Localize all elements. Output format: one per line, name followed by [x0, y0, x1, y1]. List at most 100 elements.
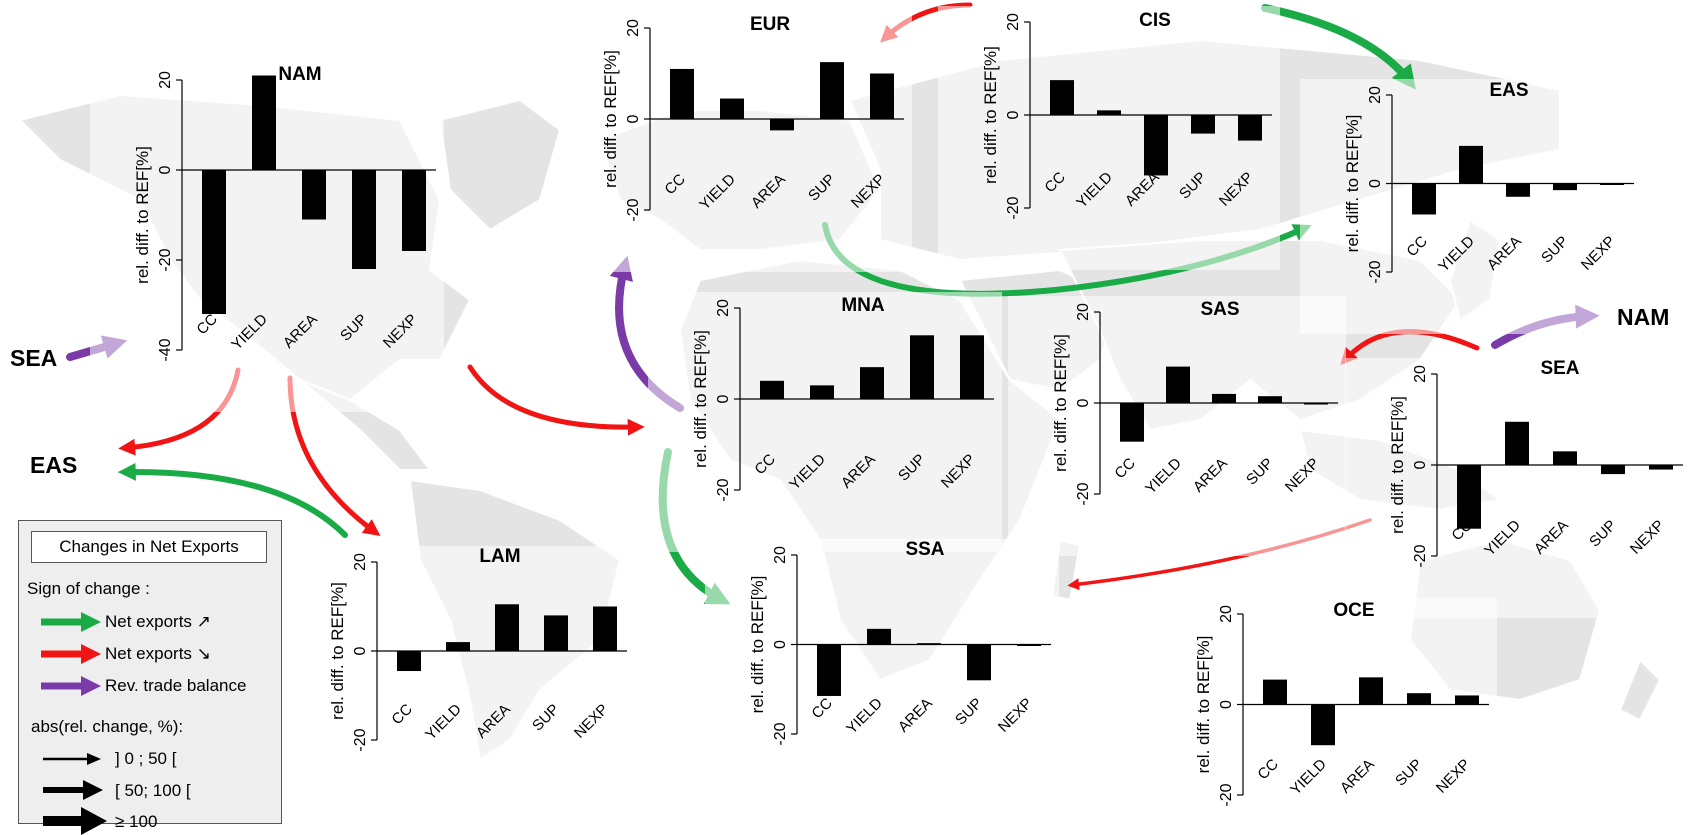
legend-magnitude-1: ] 0 ; 50 [: [115, 749, 177, 768]
y-tick-label: 20: [1218, 605, 1235, 623]
chart-title: EAS: [1489, 80, 1528, 101]
y-tick-label: 0: [1075, 398, 1092, 407]
y-tick-label: 0: [715, 394, 732, 403]
bar-area: [770, 119, 794, 131]
legend-magnitude-3: ≥ 100: [115, 812, 158, 831]
chart-panel: [938, 6, 1280, 270]
y-axis-label: rel. diff. to REF[%]: [748, 576, 767, 714]
legend-title: Changes in Net Exports: [31, 531, 267, 563]
bar-sup: [1258, 396, 1282, 403]
bar-yield: [1311, 704, 1335, 746]
label-nam-right: NAM: [1617, 304, 1670, 330]
legend-box: Changes in Net Exports Sign of change : …: [18, 520, 282, 835]
y-tick-label: 20: [1367, 86, 1384, 104]
y-tick-label: 20: [1412, 365, 1429, 383]
legend-arrow-reversal: [41, 676, 101, 696]
y-tick-label: 0: [157, 165, 174, 174]
y-tick-label: -20: [157, 248, 174, 271]
legend-sign-header: Sign of change :: [27, 579, 150, 598]
chart-panel: [558, 12, 912, 272]
bar-cc: [202, 170, 226, 314]
arrow-nam-mna-decrease: [467, 364, 645, 436]
bar-cc: [1050, 80, 1074, 115]
y-axis-label: rel. diff. to REF[%]: [1343, 115, 1362, 253]
y-tick-label: 20: [1005, 13, 1022, 31]
bar-area: [1506, 183, 1530, 197]
y-tick-label: 0: [352, 646, 369, 655]
bar-cc: [1457, 465, 1481, 529]
bar-cc: [1120, 403, 1144, 442]
chart-panel: [1345, 358, 1691, 618]
bar-nexp: [1600, 183, 1624, 185]
bar-area: [860, 367, 884, 399]
bar-yield: [867, 628, 891, 645]
chart-title: MNA: [841, 295, 885, 316]
bar-sup: [820, 62, 844, 119]
bar-cc: [760, 380, 784, 399]
y-tick-label: 0: [1005, 110, 1022, 119]
map-greenland: [438, 98, 562, 232]
y-tick-label: 20: [157, 71, 174, 89]
bar-yield: [1505, 421, 1529, 465]
chart-title: LAM: [479, 546, 520, 567]
map-new-zealand: [1618, 658, 1662, 722]
bar-yield: [252, 75, 276, 170]
bar-nexp: [1304, 403, 1328, 405]
y-tick-label: 20: [772, 546, 789, 564]
bar-area: [1144, 115, 1168, 176]
legend-arrow-decrease: [41, 644, 101, 664]
chart-title: SAS: [1200, 299, 1239, 320]
bar-nexp: [593, 606, 617, 651]
bar-yield: [446, 642, 470, 651]
y-tick-label: -40: [157, 338, 174, 361]
chart-title: SEA: [1540, 358, 1579, 379]
legend-magnitude-2: [ 50; 100 [: [115, 781, 191, 800]
bar-sup: [352, 170, 376, 269]
bar-cc: [817, 644, 841, 696]
y-tick-label: -20: [625, 198, 642, 221]
arrow-lam-eas-increase: [117, 462, 348, 538]
y-tick-label: 0: [1412, 460, 1429, 469]
chart-title: CIS: [1139, 10, 1171, 31]
bar-sup: [910, 335, 934, 399]
y-tick-label: -20: [1412, 544, 1429, 567]
y-axis-label: rel. diff. to REF[%]: [328, 582, 347, 720]
y-tick-label: -20: [352, 728, 369, 751]
bar-sup: [1407, 693, 1431, 705]
chart-panel: [1300, 79, 1642, 334]
bar-nexp: [1455, 695, 1479, 705]
y-tick-label: 0: [1367, 179, 1384, 188]
bar-cc: [1263, 679, 1287, 705]
bar-yield: [1459, 145, 1483, 184]
legend-arrow-magnitude-1: [43, 753, 101, 765]
y-tick-label: 0: [1218, 700, 1235, 709]
chart-title: OCE: [1333, 600, 1374, 621]
legend-reversal-label: Rev. trade balance: [105, 676, 247, 695]
bar-area: [302, 170, 326, 220]
legend-increase-label: Net exports ↗: [105, 612, 211, 631]
chart-panel: [1008, 296, 1346, 556]
bar-area: [1212, 393, 1236, 403]
bar-cc: [397, 651, 421, 672]
y-tick-label: -20: [1367, 260, 1384, 283]
chart-panel: [705, 539, 1059, 796]
y-tick-label: 20: [1075, 303, 1092, 321]
bar-sup: [967, 644, 991, 681]
chart-title: NAM: [278, 64, 321, 85]
chart-title: SSA: [905, 539, 944, 560]
y-tick-label: -20: [1075, 482, 1092, 505]
label-eas-left: EAS: [30, 452, 78, 478]
bar-yield: [1166, 366, 1190, 403]
label-sea-left: SEA: [10, 345, 58, 371]
legend-arrow-increase: [41, 612, 101, 632]
y-axis-label: rel. diff. to REF[%]: [601, 50, 620, 188]
bar-nexp: [402, 170, 426, 251]
chart-title: EUR: [750, 14, 790, 35]
